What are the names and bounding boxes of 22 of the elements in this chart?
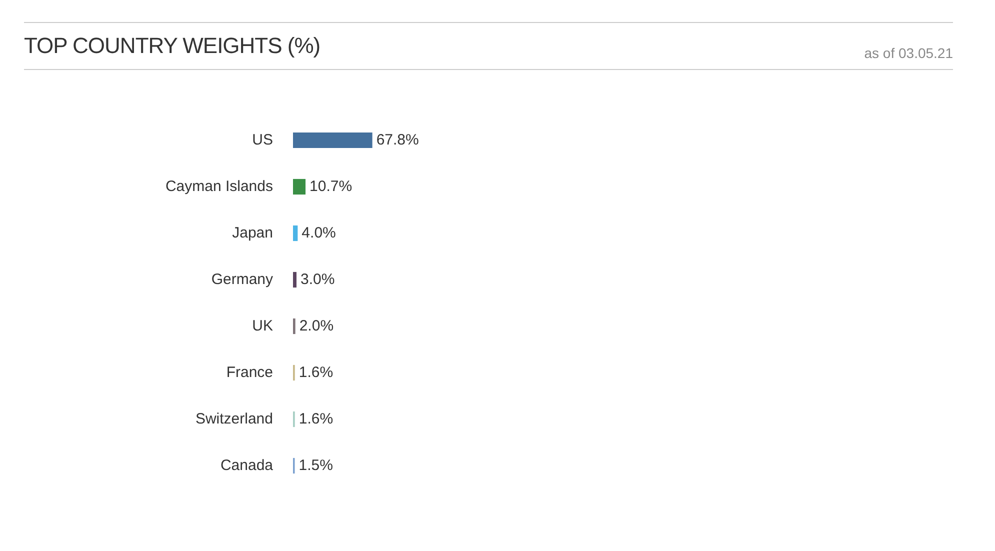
y-tick-label: UK (252, 317, 273, 334)
data-label: 1.6% (298, 364, 334, 381)
y-tick-label: Cayman Islands (165, 178, 273, 195)
bar (293, 178, 306, 195)
bar (293, 272, 297, 288)
data-label: 1.6% (298, 410, 334, 428)
text: as of 03.05.21 (864, 45, 953, 61)
data-label: 3.0% (300, 270, 335, 288)
chart-title: TOP COUNTRY WEIGHTS (%) (24, 33, 320, 59)
y-tick-label: Japan (232, 224, 273, 242)
y-tick-label: US (252, 131, 273, 148)
data-label: 4.0% (302, 224, 336, 242)
y-tick-label: Germany (211, 270, 274, 288)
y-tick-label: France (226, 364, 273, 381)
data-label: 1.5% (298, 456, 333, 474)
bar (293, 132, 372, 148)
data-label: 2.0% (299, 317, 334, 334)
y-tick-label: Canada (220, 456, 274, 474)
y-tick-label: Switzerland (195, 410, 273, 428)
bar (293, 225, 298, 242)
data-label: 67.8% (376, 131, 419, 148)
data-label: 10.7% (310, 178, 352, 195)
